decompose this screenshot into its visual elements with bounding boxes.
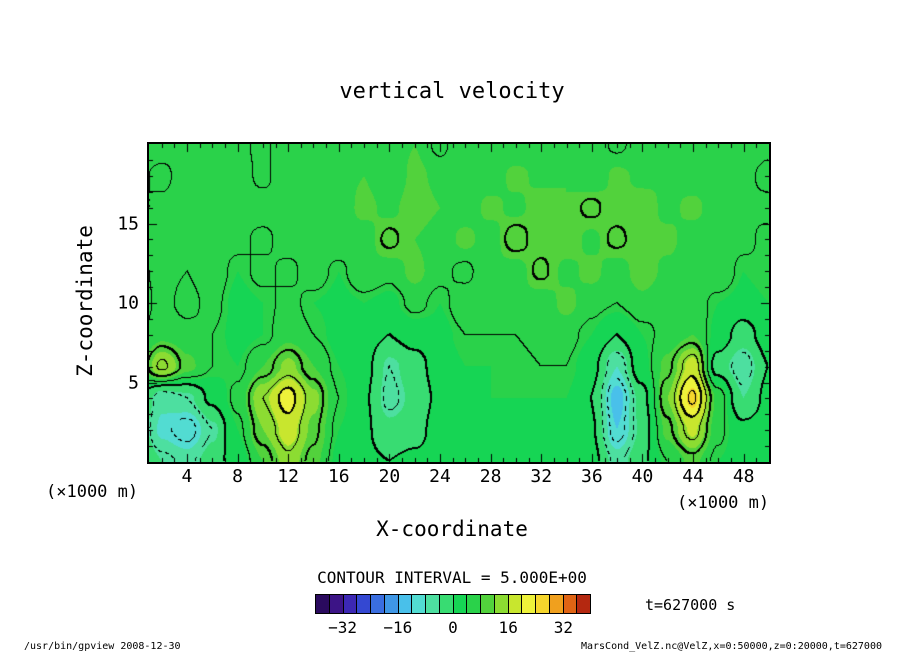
z-tick-label: 15 (117, 213, 139, 234)
colorbar-cell (563, 595, 578, 613)
colorbar-cell (481, 595, 495, 613)
x-tick-label: 16 (327, 466, 350, 487)
colorbar-cell (398, 595, 413, 613)
x-tick-label: 36 (581, 466, 603, 487)
colorbar-cell (536, 595, 550, 613)
x-tick-label: 32 (530, 466, 553, 487)
z-axis-label: Z-coordinate (73, 225, 97, 377)
colorbar-cell (371, 595, 385, 613)
time-label: t=627000 s (645, 596, 736, 614)
colorbar-tick-label: −16 (383, 618, 413, 637)
z-tick-label: 10 (117, 292, 139, 314)
colorbar-cell (522, 595, 536, 613)
colorbar-cell (316, 595, 330, 613)
colorbar-cell (549, 595, 564, 613)
x-tick-label: 44 (682, 466, 704, 487)
x-tick-label: 12 (277, 466, 300, 487)
x-tick-label: 20 (378, 466, 401, 487)
colorbar-cell (343, 595, 358, 613)
colorbar-cell (384, 595, 399, 613)
z-tick-label: 5 (128, 372, 139, 393)
colorbar-cell (329, 595, 344, 613)
z-axis-unit: (×1000 m) (46, 482, 139, 502)
x-tick-label: 24 (429, 466, 451, 487)
colorbar-tick-label: 32 (553, 618, 574, 637)
plot-canvas (149, 144, 769, 462)
colorbar-cell (508, 595, 523, 613)
colorbar (315, 594, 591, 614)
x-tick-label: 48 (732, 466, 755, 487)
x-axis-label: X-coordinate (376, 517, 528, 541)
colorbar-tick-label: 16 (498, 618, 518, 637)
plot-area (147, 142, 771, 464)
x-tick-label: 8 (232, 466, 243, 487)
colorbar-cell (453, 595, 468, 613)
colorbar-cell (439, 595, 454, 613)
colorbar-cell (577, 595, 590, 613)
contour-interval-caption: CONTOUR INTERVAL = 5.000E+00 (317, 568, 587, 587)
plot-title: vertical velocity (339, 79, 565, 104)
x-tick-label: 40 (631, 466, 654, 487)
colorbar-cell (357, 595, 371, 613)
x-tick-label: 4 (181, 466, 193, 487)
colorbar-tick-label: −32 (328, 618, 358, 637)
x-tick-label: 28 (479, 466, 502, 487)
colorbar-tick-label: 0 (448, 618, 458, 637)
colorbar-cell (426, 595, 440, 613)
x-axis-unit: (×1000 m) (677, 493, 770, 513)
colorbar-cell (412, 595, 426, 613)
footer-source: MarsCond_VelZ.nc@VelZ,x=0:50000,z=0:2000… (580, 641, 882, 652)
colorbar-cell (494, 595, 509, 613)
footer-command: /usr/bin/gpview 2008-12-30 (24, 641, 181, 652)
colorbar-cell (467, 595, 481, 613)
